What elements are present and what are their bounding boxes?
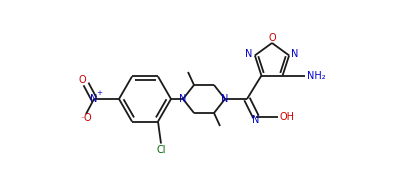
Text: O: O bbox=[78, 75, 86, 85]
Text: ⁻: ⁻ bbox=[81, 114, 84, 123]
Text: N: N bbox=[291, 49, 299, 59]
Text: Cl: Cl bbox=[156, 144, 166, 155]
Text: N: N bbox=[221, 94, 228, 104]
Text: OH: OH bbox=[279, 112, 294, 122]
Text: N: N bbox=[90, 94, 98, 104]
Text: N: N bbox=[245, 49, 252, 59]
Text: NH₂: NH₂ bbox=[307, 70, 326, 81]
Text: N: N bbox=[252, 115, 260, 125]
Text: O: O bbox=[268, 33, 276, 43]
Text: +: + bbox=[97, 91, 102, 96]
Text: O: O bbox=[84, 113, 91, 123]
Text: N: N bbox=[179, 94, 186, 104]
